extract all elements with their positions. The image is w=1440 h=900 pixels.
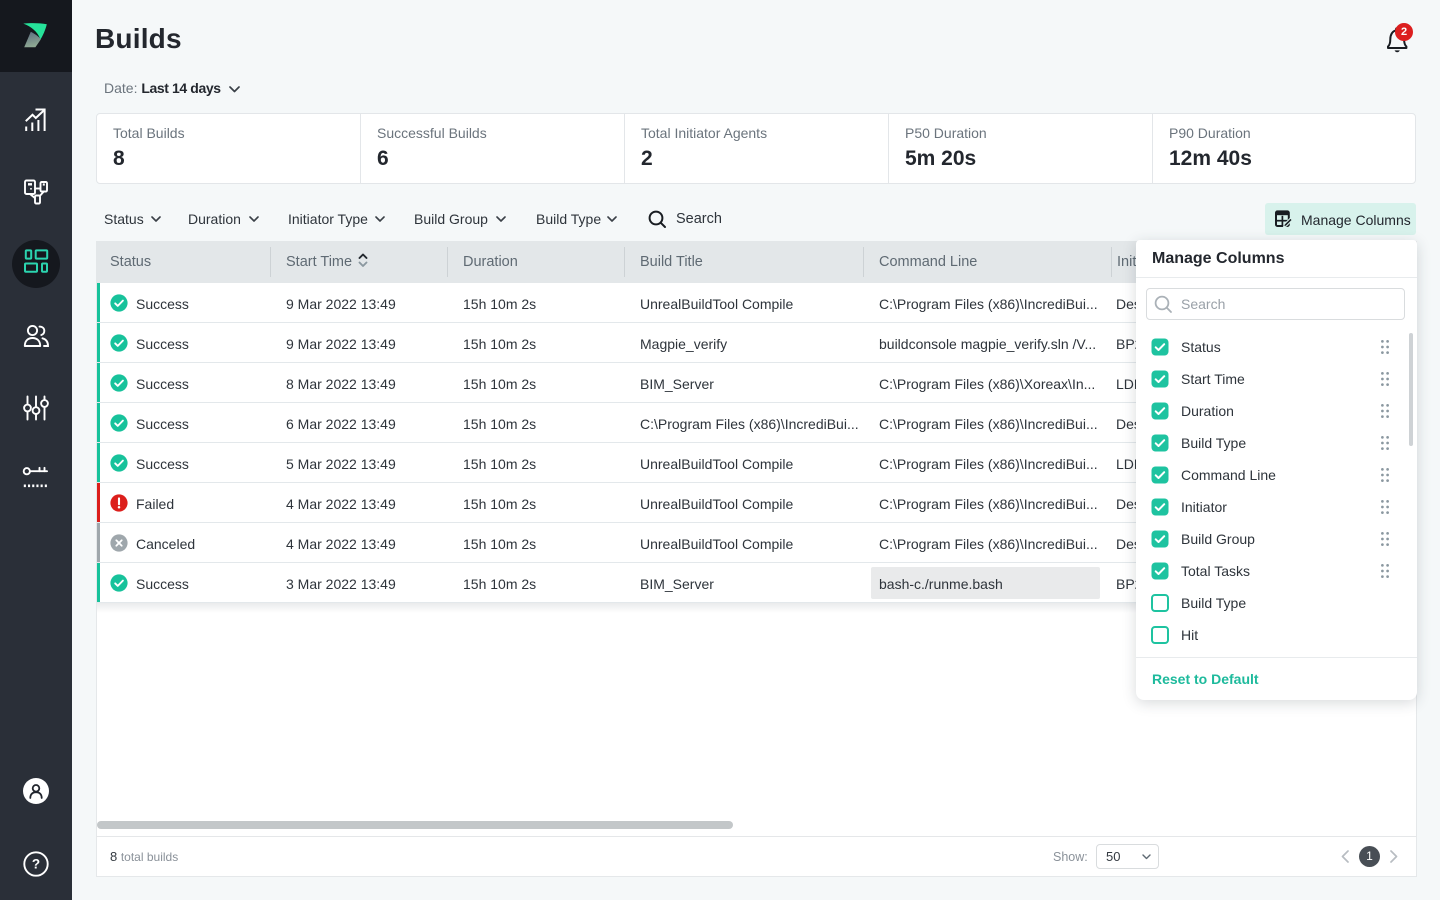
svg-text:?: ? — [32, 857, 40, 872]
